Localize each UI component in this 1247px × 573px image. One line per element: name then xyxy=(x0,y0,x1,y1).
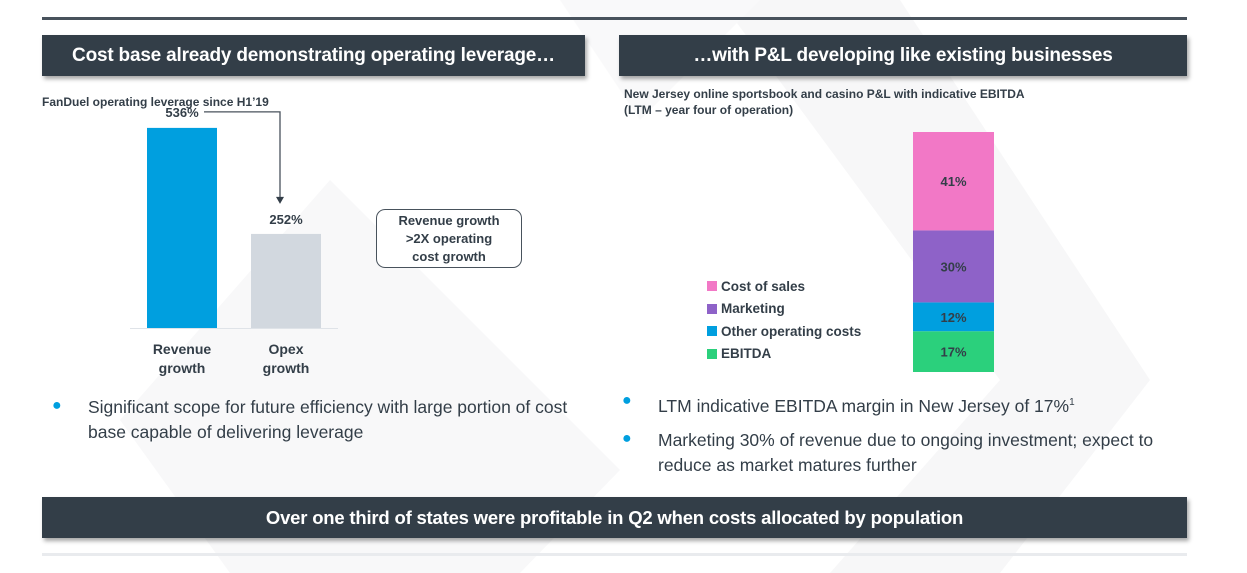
legend-label: Marketing xyxy=(721,301,785,317)
bar-opex-growth xyxy=(251,233,321,328)
bullet-item: ● Significant scope for future efficienc… xyxy=(52,395,582,445)
bar-value-label: 536% xyxy=(165,105,199,120)
stack-segment-marketing xyxy=(913,230,994,303)
callout-box: Revenue growth >2X operating cost growth xyxy=(376,209,522,268)
footnote-marker: 1 xyxy=(1069,397,1075,408)
bullet-dot-icon: ● xyxy=(622,429,632,447)
stacked-chart-legend: Cost of sales Marketing Other operating co… xyxy=(707,275,861,365)
x-tick-label: Opex xyxy=(268,341,303,357)
callout-line: >2X operating xyxy=(405,230,493,246)
right-subtitle-line-1: New Jersey online sportsbook and casino … xyxy=(624,87,1025,101)
x-tick-label: Revenue xyxy=(153,341,212,357)
bullet-text: Marketing 30% of revenue due to ongoing … xyxy=(658,429,1154,475)
top-rule xyxy=(42,17,1187,20)
stack-segment-other-operating-costs xyxy=(913,302,994,332)
segment-value-label: 30% xyxy=(940,259,966,274)
callout-line: cost growth xyxy=(412,248,486,264)
bar-value-label: 252% xyxy=(269,212,303,227)
legend-item: Marketing xyxy=(707,298,861,321)
bullet-text: LTM indicative EBITDA margin in New Jers… xyxy=(658,390,1075,419)
legend-label: EBITDA xyxy=(721,346,772,362)
bullet-dot-icon: ● xyxy=(52,397,62,414)
legend-item: EBITDA xyxy=(707,343,861,366)
right-bullet-list: ● LTM indicative EBITDA margin in New Je… xyxy=(622,390,1182,487)
left-section-header: Cost base already demonstrating operatin… xyxy=(42,35,585,76)
legend-swatch-icon xyxy=(707,281,717,292)
left-chart-subtitle: FanDuel operating leverage since H1’19 xyxy=(42,95,269,109)
callout-line: Revenue growth xyxy=(398,212,500,228)
segment-value-label: 41% xyxy=(940,174,966,189)
segment-value-label: 17% xyxy=(940,345,966,360)
bottom-rule xyxy=(42,553,1187,556)
stack-segment-cost-of-sales xyxy=(913,132,994,231)
right-chart-subtitle: New Jersey online sportsbook and casino … xyxy=(624,86,1124,118)
legend-item: Other operating costs xyxy=(707,320,861,343)
right-section-header: …with P&L developing like existing busin… xyxy=(619,35,1187,76)
stack-segment-ebitda xyxy=(913,331,994,372)
arrow-head-icon xyxy=(276,196,284,204)
bottom-banner: Over one third of states were profitable… xyxy=(42,497,1187,538)
legend-swatch-icon xyxy=(707,326,717,337)
bar-revenue-growth xyxy=(147,127,217,328)
segment-value-label: 12% xyxy=(940,310,966,325)
legend-item: Cost of sales xyxy=(707,275,861,298)
right-subtitle-line-2: (LTM – year four of operation) xyxy=(624,103,794,117)
bullet-item: ● LTM indicative EBITDA margin in New Je… xyxy=(622,390,1182,419)
banner-text: Over one third of states were profitable… xyxy=(265,506,964,528)
bullet-text-main: LTM indicative EBITDA margin in New Jers… xyxy=(658,395,1070,416)
left-bullet-list: ● Significant scope for future efficienc… xyxy=(52,395,582,454)
x-tick-label: growth xyxy=(159,360,206,376)
left-header-text: Cost base already demonstrating operatin… xyxy=(72,44,555,66)
x-tick-label: growth xyxy=(263,360,310,376)
legend-swatch-icon xyxy=(707,303,717,314)
right-header-text: …with P&L developing like existing busin… xyxy=(693,44,1113,66)
annotation-arrow-line xyxy=(204,111,281,198)
bullet-item: ● Marketing 30% of revenue due to ongoin… xyxy=(622,428,1182,478)
bullet-dot-icon: ● xyxy=(622,392,632,409)
legend-swatch-icon xyxy=(707,348,717,359)
legend-label: Cost of sales xyxy=(721,278,806,294)
legend-label: Other operating costs xyxy=(721,323,862,339)
bullet-text: Significant scope for future efficiency … xyxy=(88,397,568,442)
